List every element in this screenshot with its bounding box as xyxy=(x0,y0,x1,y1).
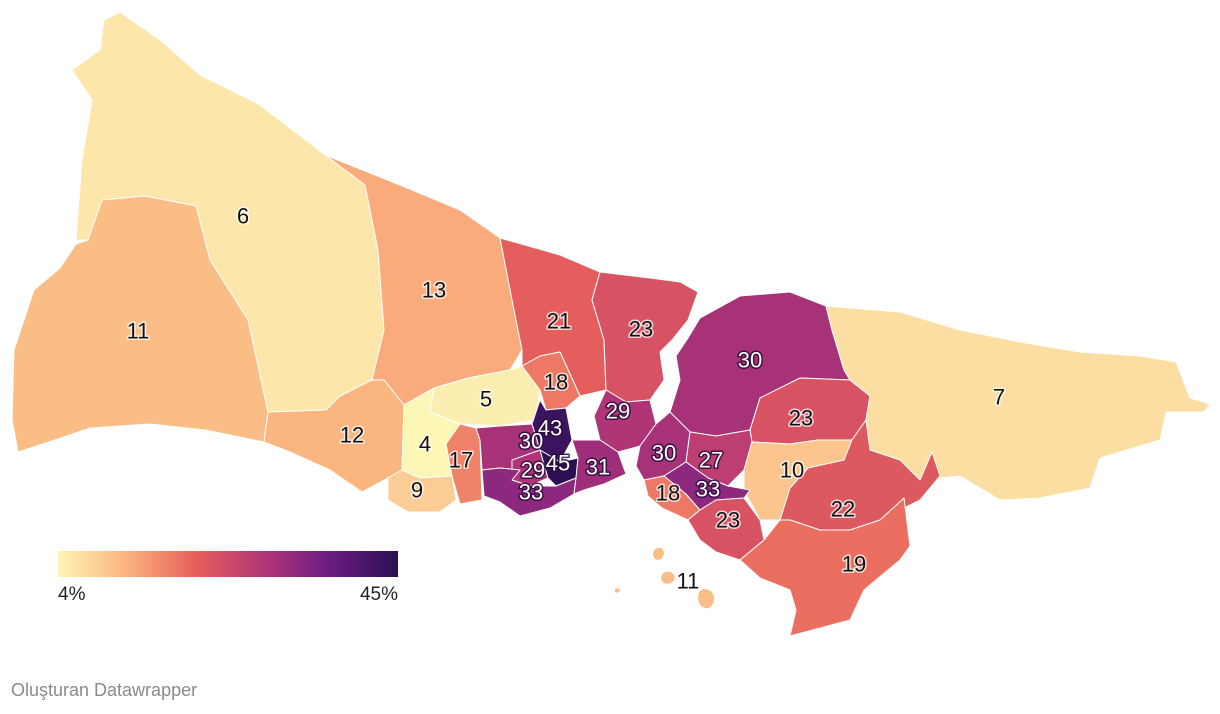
district-value-label: 27 xyxy=(699,448,723,473)
district-region[interactable] xyxy=(687,497,765,561)
district-value-label: 4 xyxy=(419,432,431,457)
district-value-label: 29 xyxy=(606,399,630,424)
district-value-label: 7 xyxy=(993,385,1005,410)
district-region[interactable] xyxy=(571,439,627,495)
credit-text: Oluşturan Datawrapper xyxy=(11,680,198,700)
district-region[interactable] xyxy=(445,423,483,505)
district-region[interactable] xyxy=(825,305,1211,501)
district-value-label: 6 xyxy=(237,204,249,229)
district-value-label: 18 xyxy=(544,370,568,395)
district-region[interactable] xyxy=(521,351,581,411)
district-region[interactable] xyxy=(739,497,911,637)
district-value-label: 29 xyxy=(521,458,545,483)
district-value-label: 45 xyxy=(546,451,570,476)
legend-min-label: 4% xyxy=(58,584,86,605)
district-value-label: 22 xyxy=(831,497,855,522)
district-region[interactable] xyxy=(591,271,699,403)
district-value-label: 43 xyxy=(538,416,562,441)
district-value-label: 30 xyxy=(652,441,676,466)
district-value-label: 23 xyxy=(789,406,813,431)
district-value-label: 11 xyxy=(677,569,700,594)
district-value-label: 18 xyxy=(656,481,680,506)
district-value-label: 19 xyxy=(842,552,866,577)
district-region[interactable] xyxy=(663,461,751,511)
legend-color-scale xyxy=(58,551,398,577)
district-value-label: 17 xyxy=(449,448,473,473)
district-value-label: 30 xyxy=(738,348,762,373)
district-value-label: 23 xyxy=(716,508,740,533)
district-value-label: 30 xyxy=(519,429,543,454)
district-value-label: 33 xyxy=(696,477,720,502)
district-region[interactable] xyxy=(387,469,457,513)
district-value-label: 31 xyxy=(586,455,610,480)
district-region[interactable] xyxy=(11,195,269,453)
district-value-label: 33 xyxy=(519,480,543,505)
district-value-label: 23 xyxy=(629,317,653,342)
district-value-label: 12 xyxy=(340,423,364,448)
district-value-label: 5 xyxy=(480,387,492,412)
district-value-label: 13 xyxy=(422,278,446,303)
district-value-label: 21 xyxy=(547,309,571,334)
legend-max-label: 45% xyxy=(359,584,398,605)
legend: 4% 45% xyxy=(58,551,398,605)
district-value-label: 11 xyxy=(127,319,150,344)
district-value-label: 10 xyxy=(780,458,804,483)
district-region[interactable] xyxy=(613,546,715,610)
district-value-label: 9 xyxy=(411,478,423,503)
